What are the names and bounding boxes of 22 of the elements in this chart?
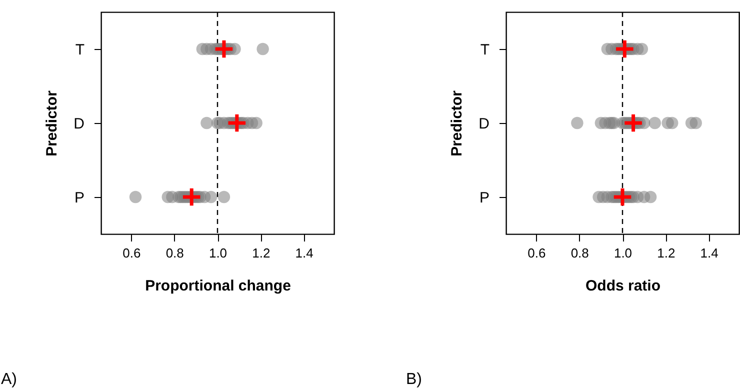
y-tick-label: D <box>74 116 85 132</box>
y-tick-label: T <box>75 42 84 58</box>
x-tick-label: 1.4 <box>700 246 718 260</box>
x-tick-label: 0.8 <box>166 246 184 260</box>
x-tick-label: 1.0 <box>614 246 632 260</box>
x-tick-label: 1.4 <box>295 246 314 260</box>
x-tick-label: 0.8 <box>570 246 589 260</box>
x-tick-label: 1.2 <box>657 246 676 260</box>
text: A) <box>1 371 17 388</box>
x-tick-label: 1.2 <box>252 246 270 260</box>
text: B) <box>406 371 422 388</box>
x-axis-title: Odds ratio <box>585 278 661 294</box>
y-tick-label: T <box>480 42 490 58</box>
y-tick-label: D <box>478 116 490 132</box>
x-axis-title: Proportional change <box>145 278 291 294</box>
y-axis-title: Predictor <box>448 90 466 156</box>
y-axis-title: Predictor <box>44 90 61 156</box>
y-tick-label: P <box>479 190 490 206</box>
x-tick-label: 1.0 <box>208 246 228 260</box>
x-tick-label: 0.6 <box>528 246 546 260</box>
y-tick-label: P <box>74 190 84 206</box>
x-tick-label: 0.6 <box>122 246 141 260</box>
